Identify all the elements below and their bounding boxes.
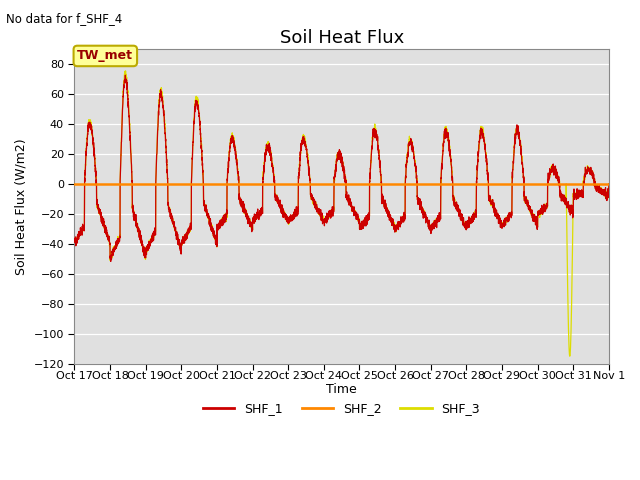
Y-axis label: Soil Heat Flux (W/m2): Soil Heat Flux (W/m2) [15, 138, 28, 275]
Text: No data for f_SHF_4: No data for f_SHF_4 [6, 12, 123, 25]
Text: TW_met: TW_met [77, 49, 133, 62]
Title: Soil Heat Flux: Soil Heat Flux [280, 29, 404, 48]
Legend: SHF_1, SHF_2, SHF_3: SHF_1, SHF_2, SHF_3 [198, 397, 485, 420]
X-axis label: Time: Time [326, 384, 357, 396]
